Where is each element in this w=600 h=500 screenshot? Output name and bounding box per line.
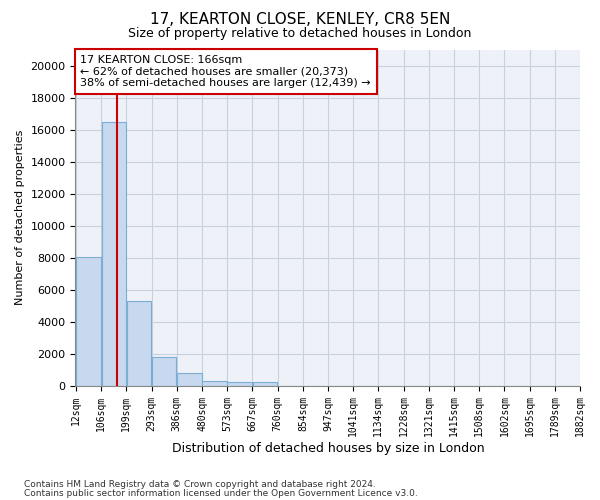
Bar — [253, 382, 277, 386]
Bar — [177, 373, 202, 386]
Bar — [101, 122, 126, 386]
Bar — [152, 357, 176, 386]
Text: 17, KEARTON CLOSE, KENLEY, CR8 5EN: 17, KEARTON CLOSE, KENLEY, CR8 5EN — [150, 12, 450, 28]
Bar — [127, 301, 151, 386]
Text: Contains public sector information licensed under the Open Government Licence v3: Contains public sector information licen… — [24, 488, 418, 498]
Text: Contains HM Land Registry data © Crown copyright and database right 2024.: Contains HM Land Registry data © Crown c… — [24, 480, 376, 489]
Text: Size of property relative to detached houses in London: Size of property relative to detached ho… — [128, 28, 472, 40]
Text: 17 KEARTON CLOSE: 166sqm
← 62% of detached houses are smaller (20,373)
38% of se: 17 KEARTON CLOSE: 166sqm ← 62% of detach… — [80, 55, 371, 88]
X-axis label: Distribution of detached houses by size in London: Distribution of detached houses by size … — [172, 442, 484, 455]
Y-axis label: Number of detached properties: Number of detached properties — [15, 130, 25, 306]
Bar — [202, 381, 227, 386]
Bar — [76, 257, 101, 386]
Bar — [227, 382, 252, 386]
